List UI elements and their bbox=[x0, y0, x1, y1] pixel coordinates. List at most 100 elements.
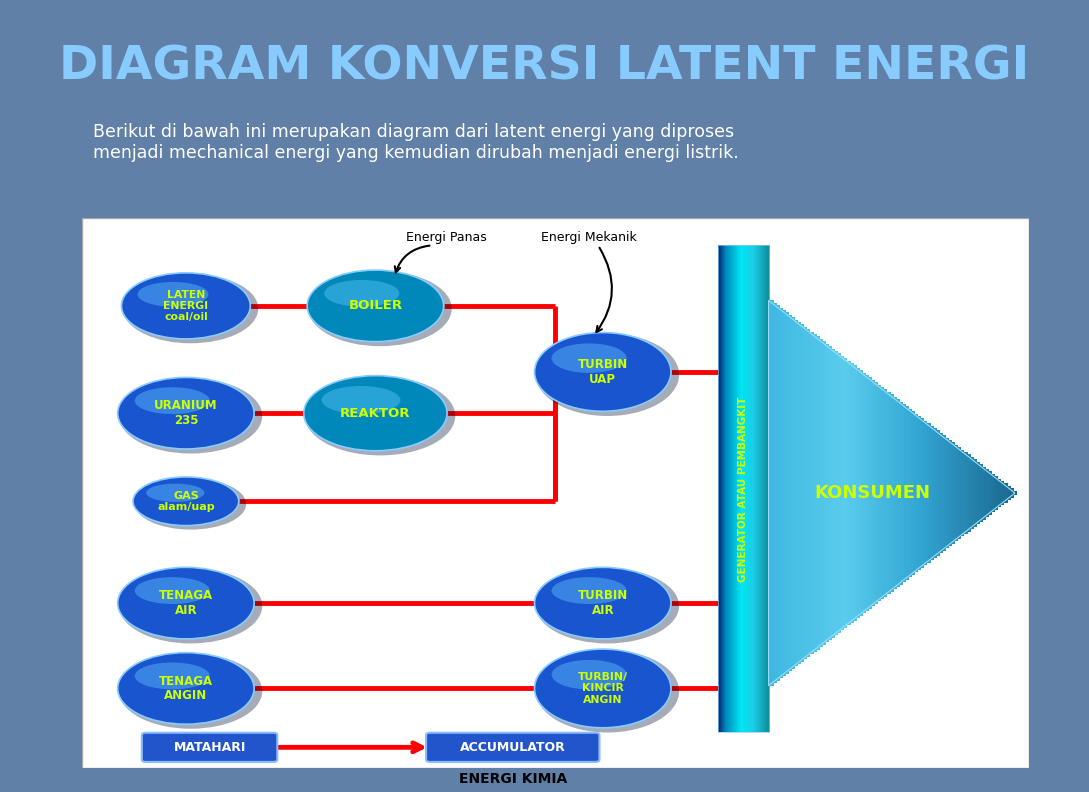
Bar bbox=[752, 246, 754, 733]
Bar bbox=[811, 334, 817, 652]
Ellipse shape bbox=[135, 478, 246, 530]
Bar bbox=[944, 438, 949, 548]
Ellipse shape bbox=[146, 484, 205, 502]
Bar bbox=[758, 246, 759, 733]
Bar bbox=[755, 246, 757, 733]
Bar bbox=[732, 246, 733, 733]
Bar bbox=[761, 246, 762, 733]
Bar bbox=[726, 246, 729, 733]
Bar bbox=[726, 246, 727, 733]
Bar bbox=[719, 246, 769, 733]
Bar bbox=[724, 246, 726, 733]
Bar bbox=[719, 246, 720, 733]
Ellipse shape bbox=[321, 386, 401, 414]
Bar bbox=[757, 246, 758, 733]
Bar bbox=[969, 457, 974, 529]
Bar bbox=[988, 471, 992, 515]
Bar bbox=[870, 380, 876, 606]
Bar bbox=[990, 474, 995, 512]
Bar bbox=[981, 466, 986, 520]
Bar bbox=[904, 406, 909, 580]
Bar bbox=[744, 246, 745, 733]
Bar bbox=[845, 360, 851, 626]
Bar bbox=[880, 387, 884, 599]
Ellipse shape bbox=[119, 569, 262, 643]
Bar bbox=[951, 443, 955, 543]
Text: ENERGI KIMIA: ENERGI KIMIA bbox=[458, 772, 567, 786]
Bar bbox=[733, 246, 735, 733]
Bar bbox=[774, 305, 780, 681]
Bar bbox=[727, 246, 729, 733]
Bar bbox=[861, 372, 866, 614]
Bar bbox=[762, 246, 763, 733]
Ellipse shape bbox=[304, 375, 446, 451]
Bar bbox=[956, 447, 962, 539]
Bar bbox=[760, 246, 761, 733]
Bar bbox=[885, 392, 891, 594]
Bar bbox=[766, 246, 767, 733]
Bar bbox=[747, 246, 748, 733]
Text: LATEN
ENERGI
coal/oil: LATEN ENERGI coal/oil bbox=[163, 290, 208, 322]
Bar bbox=[901, 404, 906, 582]
Bar bbox=[836, 353, 842, 633]
Bar bbox=[735, 246, 737, 733]
Bar bbox=[959, 450, 965, 536]
Bar bbox=[763, 246, 764, 733]
Bar bbox=[929, 425, 933, 561]
Bar bbox=[749, 246, 751, 733]
Text: Energi Mekanik: Energi Mekanik bbox=[540, 230, 636, 244]
Bar bbox=[833, 351, 839, 635]
Bar bbox=[772, 303, 776, 683]
Ellipse shape bbox=[119, 379, 262, 454]
Ellipse shape bbox=[308, 271, 452, 346]
Bar bbox=[827, 346, 832, 640]
Ellipse shape bbox=[325, 280, 400, 307]
Bar bbox=[922, 421, 928, 565]
Text: DIAGRAM KONVERSI LATENT ENERGI: DIAGRAM KONVERSI LATENT ENERGI bbox=[60, 45, 1029, 89]
Bar bbox=[966, 455, 970, 531]
Bar bbox=[895, 399, 900, 587]
Ellipse shape bbox=[135, 577, 210, 604]
Bar bbox=[926, 423, 931, 563]
Bar bbox=[769, 300, 773, 686]
Bar bbox=[751, 246, 752, 733]
Bar bbox=[763, 246, 766, 733]
Bar bbox=[963, 452, 967, 534]
Bar bbox=[934, 430, 940, 556]
Bar bbox=[739, 246, 742, 733]
Bar bbox=[919, 418, 925, 568]
Text: KONSUMEN: KONSUMEN bbox=[813, 484, 930, 502]
Text: GAS
alam/uap: GAS alam/uap bbox=[157, 491, 215, 512]
Bar bbox=[720, 246, 721, 733]
Bar bbox=[947, 440, 952, 546]
Bar bbox=[803, 327, 807, 659]
Bar bbox=[761, 246, 763, 733]
Bar bbox=[975, 462, 980, 524]
Ellipse shape bbox=[536, 650, 680, 733]
Bar bbox=[739, 246, 741, 733]
Bar bbox=[748, 246, 749, 733]
Bar bbox=[722, 246, 724, 733]
Ellipse shape bbox=[535, 649, 671, 728]
Bar bbox=[742, 246, 743, 733]
Bar bbox=[723, 246, 725, 733]
Bar bbox=[741, 246, 743, 733]
Bar bbox=[719, 246, 721, 733]
Bar bbox=[855, 367, 859, 619]
Bar bbox=[914, 413, 918, 573]
Ellipse shape bbox=[552, 344, 626, 373]
Bar bbox=[984, 469, 989, 517]
Text: Berikut di bawah ini merupakan diagram dari latent energi yang diproses
menjadi : Berikut di bawah ini merupakan diagram d… bbox=[93, 123, 738, 162]
Bar bbox=[852, 365, 857, 621]
Bar bbox=[764, 246, 766, 733]
Bar bbox=[799, 325, 805, 661]
Bar bbox=[889, 394, 894, 592]
Text: Energi Panas: Energi Panas bbox=[406, 230, 487, 244]
Text: TENAGA
ANGIN: TENAGA ANGIN bbox=[159, 675, 213, 703]
Bar bbox=[840, 356, 844, 630]
Bar bbox=[743, 246, 745, 733]
Bar bbox=[756, 246, 757, 733]
Bar bbox=[738, 246, 741, 733]
Bar bbox=[867, 378, 872, 608]
Bar bbox=[768, 246, 770, 733]
